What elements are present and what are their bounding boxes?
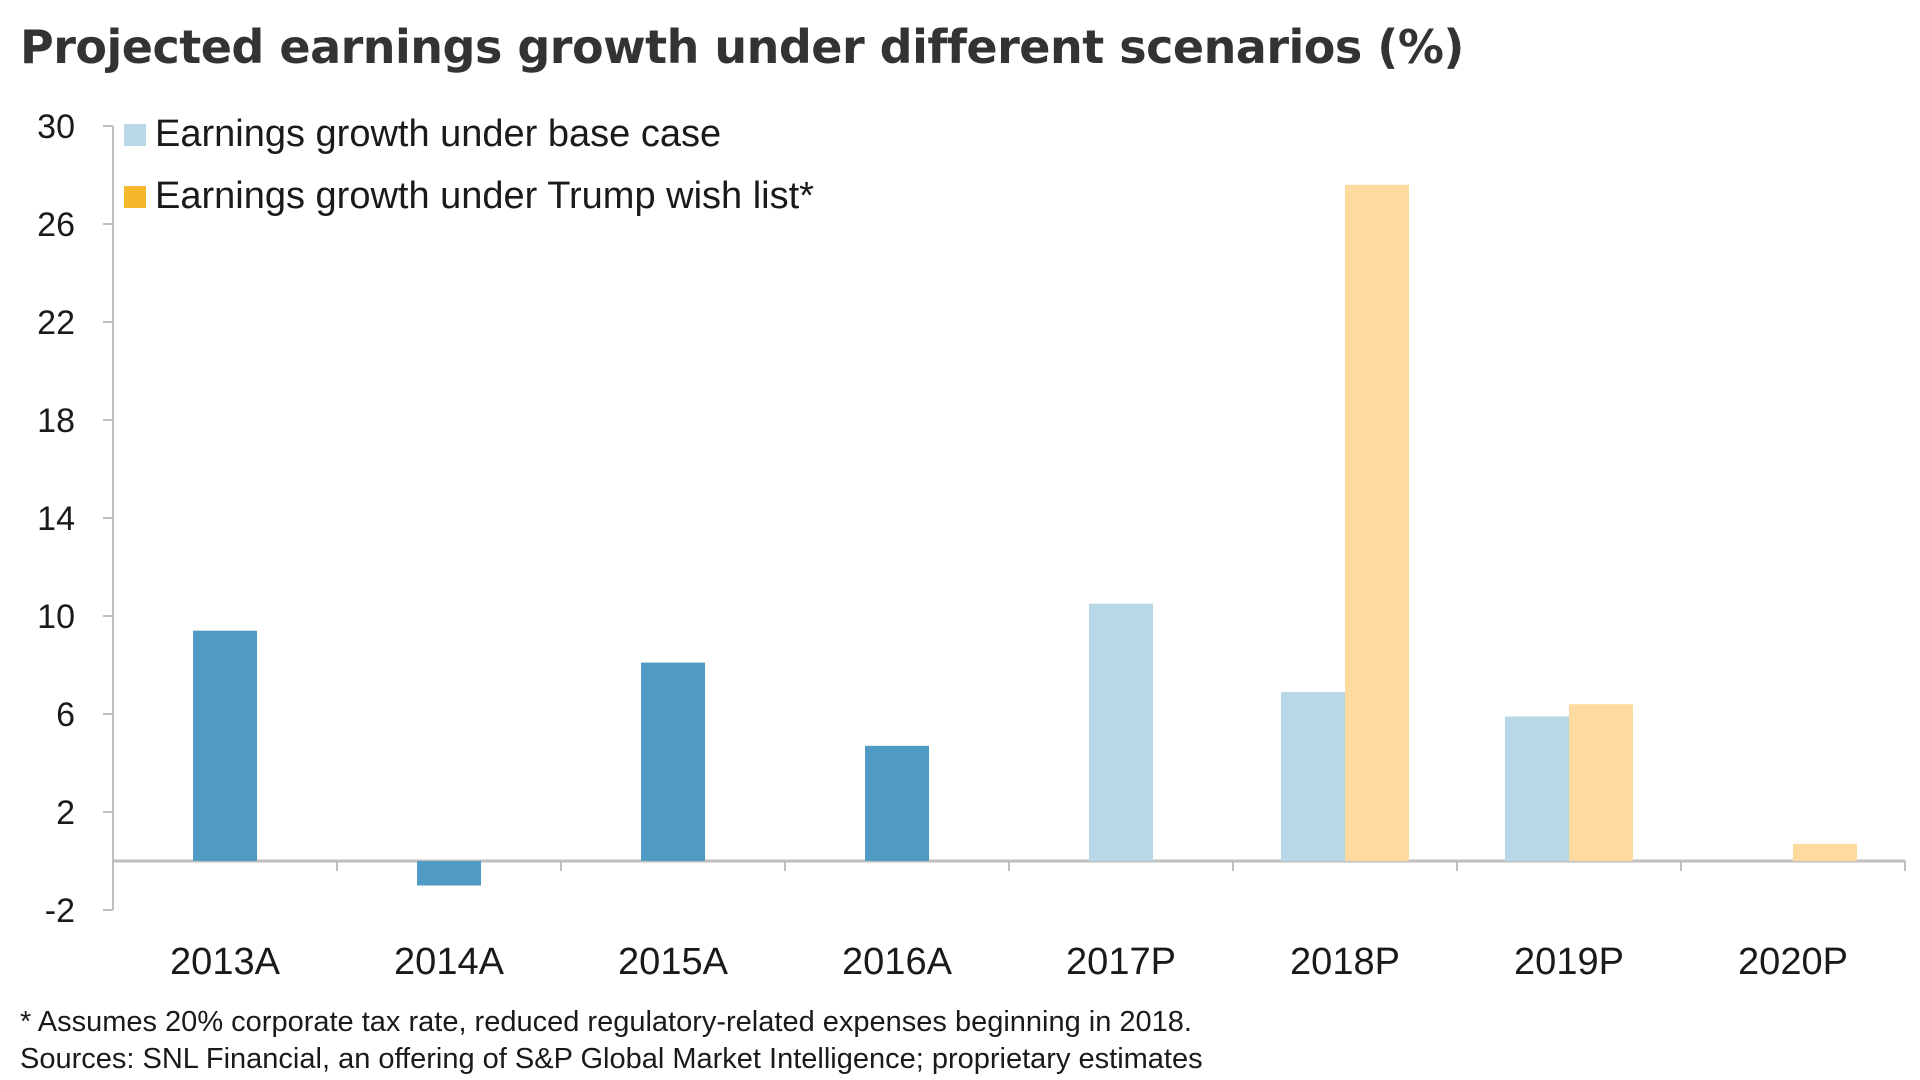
bar-base-case-2019P: [1505, 716, 1569, 861]
bar-base-case-2016A: [865, 745, 929, 861]
x-tick-label: 2019P: [1514, 941, 1624, 983]
x-tick-label: 2016A: [842, 941, 953, 983]
y-axis: 30 26 22 18 14 10 6 2 -2: [37, 108, 114, 930]
x-axis: 2013A 2014A 2015A 2016A 2017P 2018P 2019P 2020P: [112, 859, 1906, 983]
footnote-sources: Sources: SNL Financial, an offering of S…: [20, 1043, 1203, 1075]
y-tick-label: 30: [37, 108, 75, 146]
bar-base-case-2017P: [1089, 603, 1153, 861]
legend-swatch: [124, 124, 146, 146]
y-tick-label: 18: [37, 402, 75, 440]
legend-item-trump-wish-list: Earnings growth under Trump wish list*: [155, 175, 814, 217]
legend-swatch: [124, 186, 146, 208]
bar-trump-wish-list-2018P: [1345, 184, 1409, 862]
bars-group: [193, 184, 1857, 886]
bar-trump-wish-list-2019P: [1569, 704, 1633, 861]
x-tick-label: 2013A: [170, 941, 281, 983]
bar-trump-wish-list-2020P: [1793, 843, 1857, 861]
y-tick-label: -2: [45, 892, 75, 930]
bar-base-case-2013A: [193, 630, 257, 861]
legend-item-base-case: Earnings growth under base case: [155, 113, 721, 155]
x-tick-label: 2014A: [394, 941, 505, 983]
bar-base-case-2014A: [417, 861, 481, 886]
y-tick-label: 14: [37, 500, 75, 538]
bar-base-case-2015A: [641, 662, 705, 861]
y-tick-label: 6: [56, 696, 75, 734]
bar-base-case-2018P: [1281, 691, 1345, 861]
x-tick-label: 2020P: [1738, 941, 1848, 983]
y-tick-label: 22: [37, 304, 75, 342]
chart-title: Projected earnings growth under differen…: [20, 20, 1464, 74]
y-tick-label: 10: [37, 598, 75, 636]
x-tick-label: 2018P: [1290, 941, 1400, 983]
y-tick-label: 26: [37, 206, 75, 244]
x-tick-label: 2017P: [1066, 941, 1176, 983]
y-tick-label: 2: [56, 794, 75, 832]
x-tick-label: 2015A: [618, 941, 729, 983]
legend: Earnings growth under base case Earnings …: [124, 113, 814, 217]
footnote-assumption: * Assumes 20% corporate tax rate, reduce…: [20, 1006, 1192, 1038]
